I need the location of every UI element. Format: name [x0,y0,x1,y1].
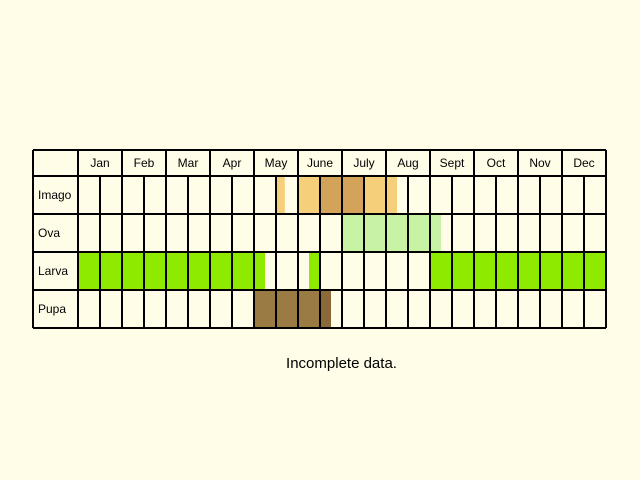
stage-label-imago: Imago [38,188,72,202]
month-label-apr: Apr [223,156,242,170]
segment-imago-0 [276,176,285,214]
stage-label-ova: Ova [38,226,60,240]
segment-larva-0 [78,252,265,290]
month-label-mar: Mar [178,156,199,170]
month-label-sept: Sept [440,156,465,170]
month-label-oct: Oct [487,156,506,170]
caption: Incomplete data. [286,355,397,372]
month-label-july: July [353,156,374,170]
stage-label-larva: Larva [38,264,68,278]
segment-imago-1 [298,176,320,214]
month-label-jan: Jan [90,156,109,170]
segment-pupa-0 [254,290,320,328]
month-label-june: June [307,156,333,170]
segment-ova-0 [342,214,441,252]
segment-pupa-1 [320,290,331,328]
month-label-aug: Aug [397,156,418,170]
month-label-dec: Dec [573,156,594,170]
month-label-may: May [265,156,288,170]
segment-imago-3 [364,176,397,214]
month-label-feb: Feb [134,156,155,170]
stage-label-pupa: Pupa [38,302,66,316]
segment-larva-1 [309,252,320,290]
month-label-nov: Nov [529,156,550,170]
